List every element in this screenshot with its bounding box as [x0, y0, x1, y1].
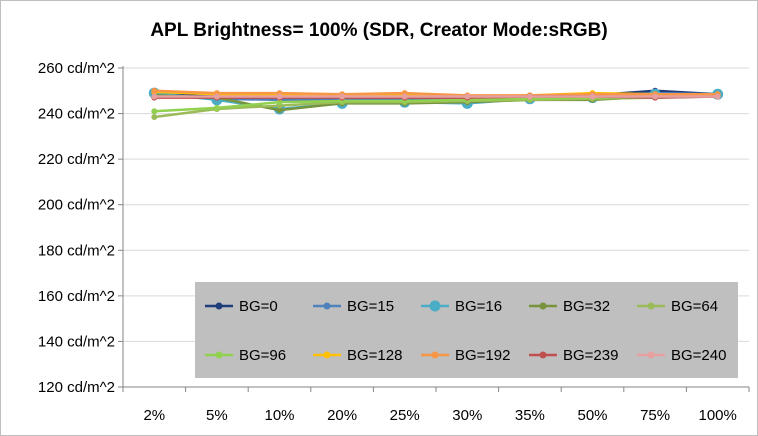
legend-item: BG=0	[205, 298, 278, 315]
legend-swatch-marker	[431, 351, 439, 359]
y-tick-label: 140 cd/m^2	[38, 333, 115, 350]
legend-item: BG=239	[529, 347, 618, 364]
y-tick-label: 160 cd/m^2	[38, 288, 115, 305]
legend-swatch-marker	[647, 351, 655, 359]
y-tick-label: 200 cd/m^2	[38, 197, 115, 214]
legend-swatch-marker	[323, 351, 331, 359]
chart-title: APL Brightness= 100% (SDR, Creator Mode:…	[150, 20, 607, 41]
series-layer	[148, 87, 724, 120]
legend-label: BG=32	[563, 298, 610, 315]
legend-item: BG=96	[205, 347, 286, 364]
legend-label: BG=240	[671, 347, 726, 364]
legend-label: BG=239	[563, 347, 618, 364]
legend-swatch-marker	[323, 302, 331, 310]
data-point	[339, 93, 346, 100]
legend-label: BG=64	[671, 298, 718, 315]
legend-label: BG=128	[347, 347, 402, 364]
x-tick-label: 2%	[143, 407, 165, 424]
legend-label: BG=0	[239, 298, 278, 315]
data-point	[151, 93, 158, 100]
data-point	[151, 87, 158, 94]
x-tick-label: 10%	[264, 407, 294, 424]
legend-item: BG=32	[529, 298, 610, 315]
legend-box	[195, 282, 738, 378]
legend-item: BG=64	[637, 298, 718, 315]
legend: BG=0 BG=15 BG=16 BG=32 BG=64 BG=96 BG=128 BG=19…	[195, 282, 738, 378]
data-point	[213, 104, 220, 111]
legend-item: BG=240	[637, 347, 726, 364]
data-point	[401, 93, 408, 100]
x-tick-label: 25%	[390, 407, 420, 424]
y-tick-label: 120 cd/m^2	[38, 379, 115, 396]
data-point	[151, 108, 158, 115]
series-bg-240	[151, 93, 721, 100]
data-point	[276, 93, 283, 100]
legend-swatch-marker	[215, 351, 223, 359]
legend-swatch-marker	[647, 302, 655, 310]
data-point	[652, 93, 659, 100]
x-tick-label: 5%	[206, 407, 228, 424]
x-tick-label: 50%	[577, 407, 607, 424]
legend-item: BG=128	[313, 347, 402, 364]
legend-label: BG=96	[239, 347, 286, 364]
y-tick-label: 220 cd/m^2	[38, 151, 115, 168]
data-point	[151, 113, 158, 120]
x-tick-label: 30%	[452, 407, 482, 424]
legend-label: BG=15	[347, 298, 394, 315]
y-tick-label: 180 cd/m^2	[38, 242, 115, 259]
legend-label: BG=192	[455, 347, 510, 364]
data-point	[464, 93, 471, 100]
legend-item: BG=15	[313, 298, 394, 315]
legend-swatch-marker	[539, 351, 547, 359]
legend-item: BG=16	[421, 298, 502, 315]
y-tick-label: 260 cd/m^2	[38, 60, 115, 77]
data-point	[276, 99, 283, 106]
series-line	[154, 89, 718, 97]
data-point	[526, 93, 533, 100]
legend-swatch-marker	[215, 302, 223, 310]
x-tick-label: 20%	[327, 407, 357, 424]
legend-label: BG=16	[455, 298, 502, 315]
x-tick-label: 100%	[699, 407, 737, 424]
x-tick-label: 35%	[515, 407, 545, 424]
y-tick-label: 240 cd/m^2	[38, 106, 115, 123]
legend-item: BG=192	[421, 347, 510, 364]
data-point	[589, 93, 596, 100]
legend-swatch-marker	[539, 302, 547, 310]
legend-swatch-marker	[429, 300, 441, 312]
data-point	[714, 93, 721, 100]
x-tick-label: 75%	[640, 407, 670, 424]
data-point	[213, 93, 220, 100]
axes: 120 cd/m^2 140 cd/m^2 160 cd/m^2 180 cd/m^2…	[38, 60, 750, 424]
data-point	[276, 107, 283, 114]
